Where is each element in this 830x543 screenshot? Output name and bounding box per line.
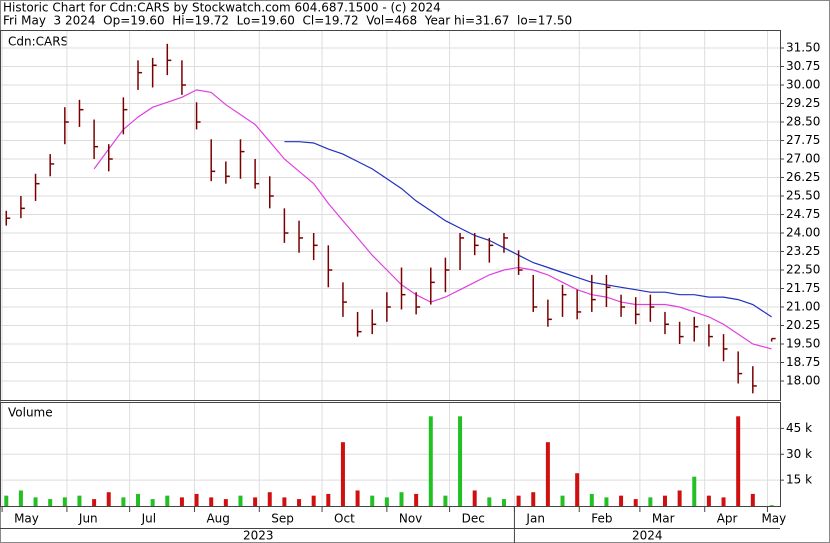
y-tick-label: 27.00: [786, 152, 820, 166]
volume-bar: [209, 497, 214, 506]
volume-bar: [619, 495, 624, 506]
volume-bar: [267, 492, 272, 506]
volume-bar: [414, 493, 419, 506]
y-tick-label: 29.25: [786, 96, 820, 110]
volume-bar: [384, 497, 389, 506]
volume-bar: [179, 497, 184, 506]
y-tick-label: 19.50: [786, 337, 820, 351]
x-tick-label: Apr: [717, 512, 738, 526]
y-tick-label: 15 k: [786, 473, 812, 487]
y-tick-label: 20.25: [786, 318, 820, 332]
x-tick-label: Dec: [462, 512, 485, 526]
x-tick-label: May: [761, 512, 786, 526]
volume-bar: [501, 499, 506, 506]
volume-bar: [340, 442, 345, 506]
y-tick-label: 24.75: [786, 207, 820, 221]
year-label: 2023: [243, 529, 274, 543]
y-tick-label: 30.75: [786, 59, 820, 73]
volume-bar: [443, 495, 448, 506]
volume-bar: [48, 499, 53, 506]
volume-bar: [4, 495, 9, 506]
y-tick-label: 24.00: [786, 226, 820, 240]
y-tick-label: 30 k: [786, 447, 812, 461]
volume-bar: [150, 499, 155, 506]
volume-bar: [736, 416, 741, 506]
y-tick-label: 45 k: [786, 421, 812, 435]
volume-bar: [326, 493, 331, 506]
volume-bar: [194, 493, 199, 506]
volume-bar: [297, 499, 302, 506]
volume-bar: [18, 490, 23, 506]
volume-bar: [399, 492, 404, 506]
volume-bar: [165, 495, 170, 506]
volume-bar: [472, 490, 477, 506]
volume-bar: [106, 492, 111, 506]
y-tick-label: 25.50: [786, 189, 820, 203]
year-label: 2024: [632, 529, 663, 543]
x-tick-label: May: [14, 512, 39, 526]
volume-bar: [545, 442, 550, 506]
y-tick-label: 21.75: [786, 281, 820, 295]
volume-bar: [355, 490, 360, 506]
y-tick-label: 18.00: [786, 374, 820, 388]
volume-bar: [589, 493, 594, 506]
x-tick-label: Jan: [525, 512, 545, 526]
volume-bar: [750, 493, 755, 506]
x-tick-label: Nov: [399, 512, 422, 526]
y-tick-label: 28.50: [786, 115, 820, 129]
y-tick-label: 30.00: [786, 78, 820, 92]
x-tick-label: Jun: [78, 512, 98, 526]
volume-bar: [604, 497, 609, 506]
y-tick-label: 18.75: [786, 355, 820, 369]
volume-bar: [531, 492, 536, 506]
panel-label: Cdn:CARS: [8, 35, 68, 49]
volume-bar: [282, 497, 287, 506]
volume-bar: [223, 499, 228, 506]
volume-bar: [516, 495, 521, 506]
volume-bar: [136, 493, 141, 506]
volume-bar: [458, 416, 463, 506]
volume-bar: [662, 495, 667, 506]
y-tick-label: 23.25: [786, 244, 820, 258]
x-tick-label: Feb: [591, 512, 612, 526]
x-tick-label: Mar: [652, 512, 675, 526]
volume-bar: [311, 495, 316, 506]
volume-bar: [428, 416, 433, 506]
volume-bar: [92, 499, 97, 506]
volume-bar: [253, 497, 258, 506]
volume-bar: [692, 476, 697, 506]
volume-bar: [560, 495, 565, 506]
x-tick-label: Aug: [206, 512, 229, 526]
volume-bar: [77, 495, 82, 506]
volume-bar: [370, 495, 375, 506]
volume-bar: [575, 473, 580, 506]
x-tick-label: Jul: [141, 512, 156, 526]
volume-bar: [706, 495, 711, 506]
x-tick-label: Sep: [271, 512, 294, 526]
volume-bar: [633, 499, 638, 506]
volume-bar: [487, 497, 492, 506]
x-tick-label: Oct: [334, 512, 355, 526]
price-panel: [0, 30, 781, 401]
volume-bar: [238, 495, 243, 506]
y-tick-label: 22.50: [786, 263, 820, 277]
y-tick-label: 31.50: [786, 41, 820, 55]
volume-bar: [121, 497, 126, 506]
volume-bar: [677, 490, 682, 506]
volume-bar: [721, 497, 726, 506]
volume-bar: [769, 505, 774, 506]
panel-label: Volume: [8, 406, 53, 420]
y-tick-label: 21.00: [786, 300, 820, 314]
moving-average: [284, 141, 772, 318]
y-tick-label: 27.75: [786, 133, 820, 147]
volume-bar: [62, 497, 67, 506]
volume-bar: [33, 497, 38, 506]
header-line: Historic Chart for Cdn:CARS by Stockwatc…: [3, 1, 441, 15]
volume-bar: [648, 497, 653, 506]
header-line: Fri May 3 2024 Op=19.60 Hi=19.72 Lo=19.6…: [3, 14, 572, 28]
y-tick-label: 26.25: [786, 170, 820, 184]
